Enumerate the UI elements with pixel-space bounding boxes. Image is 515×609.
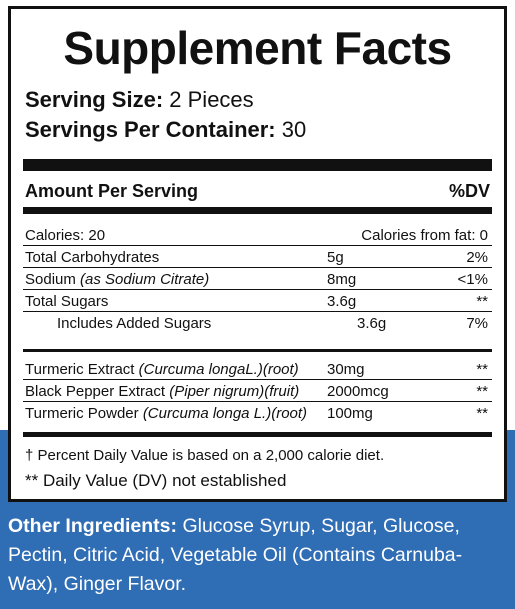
amount: 2000mcg — [327, 382, 389, 400]
dv: ** — [476, 405, 488, 422]
nutrient-name: Total Sugars — [23, 293, 327, 310]
row: Turmeric Powder (Curcuma longa L.)(root)… — [23, 403, 492, 424]
amount: 8mg — [327, 270, 357, 288]
dv-header: %DV — [448, 181, 490, 201]
nutrient-name: Black Pepper Extract (Piper nigrum)(frui… — [23, 383, 327, 400]
amount-header: Amount Per Serving — [25, 181, 199, 201]
row: Turmeric Extract (Curcuma longaL.)(root)… — [23, 359, 492, 380]
name: Black Pepper Extract — [25, 382, 166, 400]
title: Supplement Facts — [63, 22, 452, 74]
row: Black Pepper Extract (Piper nigrum)(frui… — [23, 381, 492, 402]
name: Total Sugars — [25, 292, 109, 310]
amount: 5g — [327, 248, 344, 266]
serving-size-value: 2 Pieces — [169, 87, 254, 112]
dv: ** — [476, 360, 488, 378]
other-label: Other Ingredients: — [8, 515, 178, 537]
row: Total Carbohydrates 5g 2% — [23, 247, 492, 268]
other-ingredients: Other Ingredients: Glucose Syrup, Sugar,… — [8, 512, 508, 599]
note: (Curcuma longa L.)(root) — [142, 405, 308, 422]
thick-rule — [23, 159, 492, 171]
note: (as Sodium Citrate) — [80, 270, 210, 288]
footnote: † Percent Daily Value is based on a 2,00… — [25, 447, 385, 464]
amount: 100mg — [327, 405, 373, 422]
note: (Piper nigrum)(fruit) — [169, 382, 300, 400]
calories-row: Calories: 20 Calories from fat: 0 — [23, 225, 492, 246]
dv: <1% — [457, 270, 488, 288]
serving-size-label: Serving Size: — [25, 87, 164, 112]
other-text: Glucose Syrup, Sugar, Glucose, Pectin, C… — [8, 515, 463, 595]
dv: ** — [476, 292, 488, 310]
row: Sodium (as Sodium Citrate) 8mg <1% — [23, 269, 492, 290]
name: Turmeric Powder — [25, 405, 139, 422]
label-panel: Supplement Facts Serving Size: 2 Pieces … — [8, 6, 507, 502]
dv: ** — [476, 382, 488, 400]
nutrient-name: Total Carbohydrates — [23, 249, 327, 266]
amount: 30mg — [327, 360, 365, 378]
serving-size: Serving Size: 2 Pieces — [25, 87, 254, 113]
nutrient-name: Turmeric Extract (Curcuma longaL.)(root) — [23, 361, 327, 378]
footnote: ** Daily Value (DV) not established — [25, 471, 287, 490]
nutrient-name: Sodium (as Sodium Citrate) — [23, 271, 327, 288]
rule — [23, 349, 492, 352]
amount: 3.6g — [327, 292, 357, 310]
servings-per-container: Servings Per Container: 30 — [25, 117, 306, 143]
note: (Curcuma longaL.)(root) — [138, 360, 299, 378]
rule — [23, 432, 492, 437]
servings-label: Servings Per Container: — [25, 117, 276, 142]
name: Turmeric Extract — [25, 360, 135, 378]
nutrient-name: Turmeric Powder (Curcuma longa L.)(root) — [23, 405, 327, 422]
name: Total Carbohydrates — [25, 248, 160, 266]
header-row: Amount Per Serving %DV — [25, 181, 490, 202]
row: Total Sugars 3.6g ** — [23, 291, 492, 312]
amount: 3.6g — [357, 315, 387, 332]
dv: 7% — [466, 315, 488, 332]
row: Includes Added Sugars 3.6g 7% — [23, 313, 492, 334]
medium-rule — [23, 207, 492, 214]
servings-value: 30 — [281, 117, 307, 142]
calories: Calories: 20 — [25, 226, 106, 244]
name: Sodium — [25, 270, 76, 288]
name: Includes Added Sugars — [57, 315, 212, 332]
nutrient-name: Includes Added Sugars — [23, 315, 357, 332]
dv: 2% — [466, 248, 488, 266]
calories-fat: Calories from fat: 0 — [361, 226, 488, 244]
